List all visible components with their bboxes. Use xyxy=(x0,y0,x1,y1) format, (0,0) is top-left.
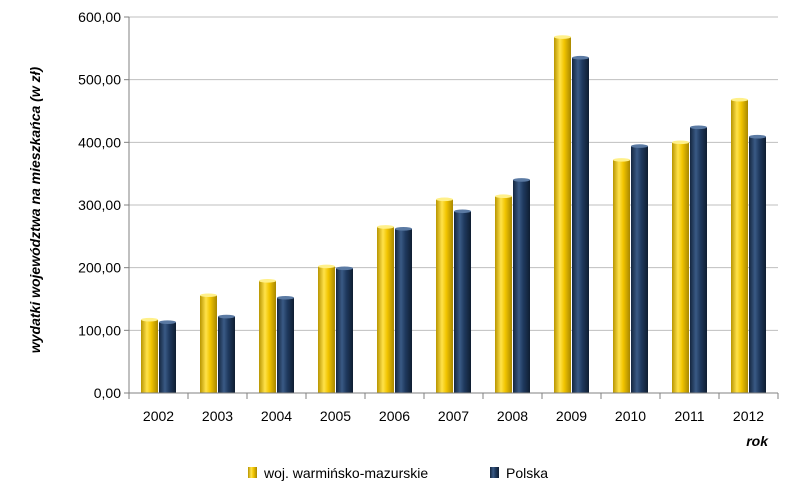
bar-warminsko-mazurskie-2007 xyxy=(436,199,453,393)
bar-top-highlight xyxy=(141,317,158,322)
x-tick-label: 2002 xyxy=(143,408,174,424)
y-tick-label: 200,00 xyxy=(78,260,121,276)
bar-polska-2011 xyxy=(690,127,707,393)
bar-warminsko-mazurskie-2005 xyxy=(318,266,335,393)
gridlines xyxy=(129,16,778,394)
x-tick-label: 2005 xyxy=(320,408,351,424)
y-axis-ticks: 0,00 100,00 200,00 300,00 400,00 500,00 600,00 xyxy=(78,9,129,401)
y-tick-label: 100,00 xyxy=(78,322,121,338)
bar-warminsko-mazurskie-2006 xyxy=(377,226,394,393)
x-tick-label: 2006 xyxy=(379,408,410,424)
bar-top-highlight xyxy=(200,293,217,298)
bar-polska-2007 xyxy=(454,211,471,393)
bar-top-highlight xyxy=(218,314,235,319)
y-tick-label: 600,00 xyxy=(78,9,121,25)
y-tick-label: 0,00 xyxy=(94,385,121,401)
bar-top-highlight xyxy=(513,178,530,182)
bar-top-highlight xyxy=(572,55,589,60)
bar-top-highlight xyxy=(318,264,335,269)
bar-top-highlight xyxy=(454,209,471,214)
bar-polska-2004 xyxy=(277,297,294,393)
bar-warminsko-mazurskie-2002 xyxy=(141,319,158,393)
bar-top-highlight xyxy=(554,35,571,39)
bar-polska-2003 xyxy=(218,316,235,393)
bar-warminsko-mazurskie-2003 xyxy=(200,295,217,393)
bar-polska-2005 xyxy=(336,268,353,393)
x-axis-ticks: 2002 2003 2004 2005 2006 2007 2008 2009 2010 2011… xyxy=(128,393,779,424)
x-tick-label: 2003 xyxy=(202,408,233,424)
y-tick-label: 500,00 xyxy=(78,72,121,88)
bar-polska-2010 xyxy=(631,146,648,393)
bar-top-highlight xyxy=(259,279,276,283)
bar-warminsko-mazurskie-2012 xyxy=(731,99,748,393)
bars xyxy=(141,35,766,393)
x-tick-label: 2010 xyxy=(615,408,646,424)
bar-top-highlight xyxy=(749,134,766,139)
axes xyxy=(128,17,778,394)
x-tick-label: 2012 xyxy=(733,408,764,424)
bar-top-highlight xyxy=(672,140,689,145)
bar-top-highlight xyxy=(690,125,707,130)
bar-warminsko-mazurskie-2004 xyxy=(259,280,276,393)
legend: woj. warmińsko-mazurskie Polska xyxy=(248,465,548,481)
x-tick-label: 2009 xyxy=(556,408,587,424)
x-tick-label: 2007 xyxy=(438,408,469,424)
bar-polska-2006 xyxy=(395,228,412,393)
bar-top-highlight xyxy=(336,266,353,271)
y-tick-label: 400,00 xyxy=(78,134,121,150)
bar-top-highlight xyxy=(277,295,294,300)
x-tick-label: 2011 xyxy=(674,408,704,424)
bar-warminsko-mazurskie-2011 xyxy=(672,142,689,393)
bar-warminsko-mazurskie-2010 xyxy=(613,159,630,393)
bar-top-highlight xyxy=(731,97,748,102)
bar-polska-2002 xyxy=(159,322,176,393)
bar-top-highlight xyxy=(159,320,176,324)
legend-label: woj. warmińsko-mazurskie xyxy=(263,465,428,481)
bar-warminsko-mazurskie-2009 xyxy=(554,37,571,393)
x-axis-title: rok xyxy=(746,433,769,449)
bar-top-highlight xyxy=(495,194,512,199)
legend-swatch xyxy=(490,467,499,478)
bar-top-highlight xyxy=(395,227,412,231)
legend-label: Polska xyxy=(506,465,548,481)
bar-polska-2008 xyxy=(513,179,530,393)
bar-top-highlight xyxy=(613,158,630,162)
x-tick-label: 2008 xyxy=(497,408,528,424)
x-tick-label: 2004 xyxy=(261,408,292,424)
legend-swatch xyxy=(248,467,257,478)
bar-top-highlight xyxy=(436,197,453,202)
bar-top-highlight xyxy=(631,144,648,148)
bar-top-highlight xyxy=(377,225,394,229)
bar-polska-2009 xyxy=(572,57,589,393)
bar-polska-2012 xyxy=(749,136,766,393)
bar-warminsko-mazurskie-2008 xyxy=(495,196,512,393)
y-tick-label: 300,00 xyxy=(78,197,121,213)
y-axis-title: wydatki województwa na mieszkańca (w zł) xyxy=(27,67,43,354)
